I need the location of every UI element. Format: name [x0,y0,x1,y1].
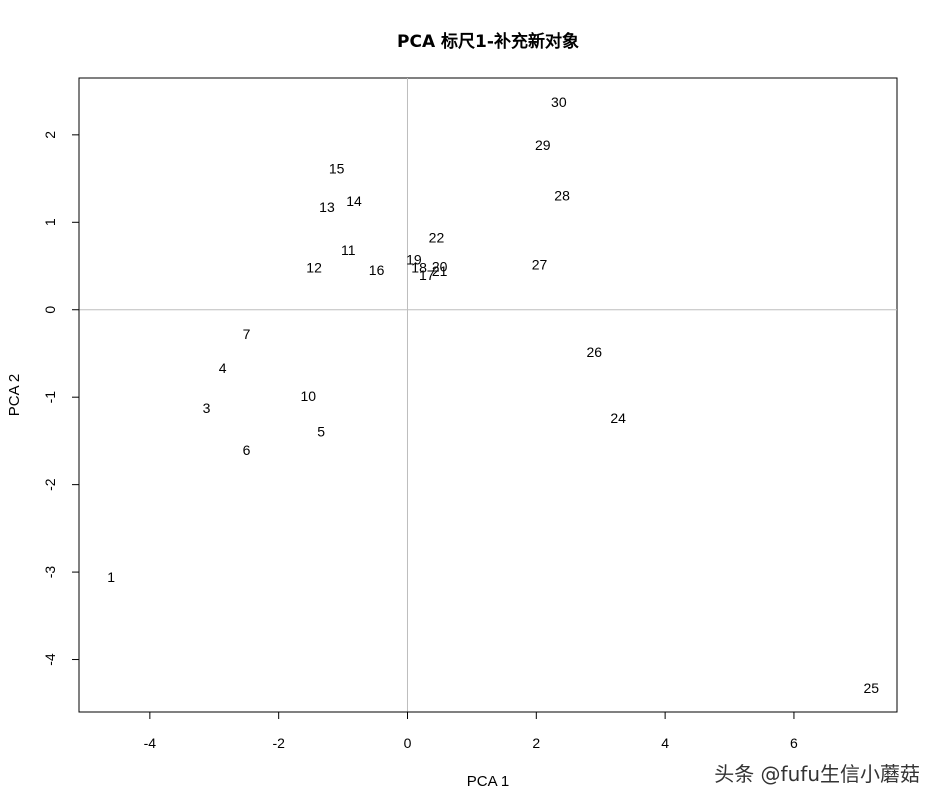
point-label-11: 11 [341,242,356,258]
point-label-13: 13 [319,199,335,215]
point-label-14: 14 [346,193,362,209]
point-label-3: 3 [203,400,211,416]
point-label-5: 5 [317,424,325,440]
point-label-12: 12 [306,259,322,275]
point-label-7: 7 [243,326,251,342]
point-label-1: 1 [107,569,115,585]
x-axis-ticks: -4 -2 0 2 4 6 [144,711,798,751]
point-label-24: 24 [610,410,626,426]
point-label-20: 20 [432,258,448,274]
plot-area-frame [78,77,898,713]
point-label-15: 15 [329,161,345,177]
y-tick-label: 0 [42,306,58,314]
point-label-19: 19 [406,251,422,267]
x-tick-label: -4 [144,735,157,751]
x-tick-label: 4 [661,735,669,751]
point-label-30: 30 [551,94,567,110]
reference-lines [79,78,897,712]
y-tick-label: -4 [42,653,58,666]
point-label-6: 6 [243,442,251,458]
y-tick-label: 2 [42,131,58,139]
point-label-17: 17 [419,267,435,283]
y-tick-label: -2 [42,478,58,491]
y-tick-label: -3 [42,566,58,579]
point-label-10: 10 [301,388,317,404]
point-label-25: 25 [863,680,879,696]
y-axis-label: PCA 2 [6,374,23,417]
x-tick-label: 0 [404,735,412,751]
y-tick-label: -1 [42,391,58,404]
point-label-22: 22 [429,230,445,246]
watermark-text: 头条 @fufu生信小蘑菇 [714,762,920,786]
x-axis-label: PCA 1 [467,773,510,790]
point-label-16: 16 [369,262,385,278]
x-tick-label: 2 [532,735,540,751]
point-label-26: 26 [586,344,602,360]
point-label-29: 29 [535,137,551,153]
point-label-4: 4 [219,360,227,376]
chart-title: PCA 标尺1-补充新对象 [397,31,579,52]
point-label-21: 21 [432,263,448,279]
x-tick-label: -2 [272,735,285,751]
x-tick-label: 6 [790,735,798,751]
point-label-27: 27 [532,257,548,273]
y-tick-label: 1 [42,218,58,226]
y-axis-ticks: -4 -3 -2 -1 0 1 2 [42,131,80,666]
point-label-28: 28 [554,188,570,204]
point-label-18: 18 [411,259,427,275]
